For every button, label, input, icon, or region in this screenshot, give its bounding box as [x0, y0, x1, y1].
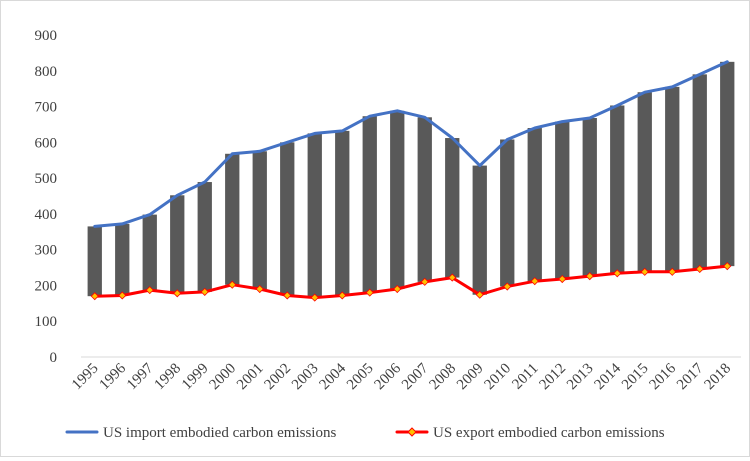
export-point-2000	[228, 280, 237, 289]
export-point-2001	[255, 284, 264, 294]
range-bar-2002	[280, 142, 295, 296]
range-bar-2009	[472, 165, 487, 295]
x-tick-label: 2014	[592, 360, 625, 393]
x-tick-label: 2016	[647, 360, 680, 393]
x-tick-label: 1996	[97, 360, 130, 393]
range-bars	[87, 61, 735, 298]
y-tick-label: 100	[35, 314, 58, 330]
x-tick-label: 1999	[179, 361, 212, 394]
range-bar-2014	[610, 105, 625, 274]
x-tick-label: 2015	[619, 361, 652, 394]
export-point-2011	[530, 277, 539, 286]
range-bar-1995	[87, 226, 102, 297]
y-tick-label: 200	[35, 278, 58, 294]
range-bar-1996	[115, 223, 130, 296]
x-tick-label: 2004	[317, 360, 350, 393]
range-bar-2004	[335, 130, 350, 296]
range-bar-2008	[445, 138, 460, 278]
range-bar-2016	[665, 86, 680, 272]
x-axis: 1995199619971998199920002001200220032004…	[69, 360, 734, 393]
legend-export-label: US export embodied carbon emissions	[433, 425, 665, 441]
export-point-2008	[448, 273, 457, 282]
range-bar-2018	[720, 61, 735, 267]
x-tick-label: 2010	[482, 361, 515, 394]
x-tick-label: 1998	[152, 361, 185, 394]
y-tick-label: 400	[35, 207, 58, 223]
range-bar-2011	[527, 128, 542, 282]
export-point-2014	[613, 269, 622, 278]
legend-import-label: US import embodied carbon emissions	[103, 425, 336, 441]
x-tick-label: 2011	[509, 361, 541, 393]
legend-export-marker	[407, 427, 417, 437]
x-tick-label: 2017	[674, 360, 707, 393]
x-tick-label: 2012	[537, 361, 570, 394]
range-bar-2010	[500, 139, 515, 287]
range-bar-2000	[225, 153, 240, 285]
y-tick-label: 600	[35, 135, 58, 151]
y-axis: 0 100 200 300 400 500 600 700 800 900	[35, 28, 58, 366]
range-bar-2017	[692, 74, 707, 269]
export-point-2012	[558, 274, 567, 284]
range-bar-1999	[197, 182, 212, 292]
x-tick-label: 2008	[427, 361, 460, 394]
series-markers	[90, 262, 732, 302]
y-tick-label: 500	[35, 171, 58, 187]
legend: US import embodied carbon emissions US e…	[65, 425, 665, 441]
export-point-2005	[365, 288, 374, 297]
y-tick-label: 900	[35, 28, 58, 44]
range-bar-2005	[362, 116, 377, 293]
export-point-1995	[90, 292, 99, 301]
range-bar-2012	[555, 121, 570, 280]
x-tick-label: 2002	[262, 361, 295, 394]
export-point-2007	[420, 277, 429, 286]
export-point-2002	[283, 291, 292, 300]
range-bar-2007	[417, 117, 432, 282]
x-tick-label: 2013	[564, 361, 597, 394]
series-line-1	[93, 264, 729, 300]
y-tick-label: 0	[50, 350, 58, 366]
export-point-2003	[310, 293, 319, 302]
x-tick-label: 2007	[399, 360, 432, 393]
x-tick-label: 1995	[69, 361, 102, 394]
x-tick-label: 1997	[124, 360, 157, 393]
export-point-2016	[668, 267, 677, 276]
y-tick-label: 300	[35, 243, 58, 259]
export-point-2010	[503, 282, 512, 291]
range-bar-2015	[637, 92, 652, 272]
range-bar-2013	[582, 118, 597, 277]
range-bar-2006	[390, 110, 405, 290]
export-point-1998	[173, 289, 182, 298]
export-point-2015	[640, 267, 649, 276]
export-point-2004	[338, 291, 347, 300]
range-bar-2001	[252, 151, 267, 290]
x-tick-label: 2003	[289, 361, 322, 394]
y-tick-label: 700	[35, 100, 58, 116]
export-point-2013	[585, 272, 594, 281]
export-point-2017	[695, 264, 704, 274]
x-tick-label: 2006	[372, 360, 405, 393]
range-bar-1998	[170, 195, 185, 294]
export-point-2006	[393, 284, 402, 294]
range-bar-1997	[142, 214, 157, 291]
x-tick-label: 2009	[454, 361, 487, 394]
y-tick-label: 800	[35, 64, 58, 80]
x-tick-label: 2000	[207, 361, 240, 394]
range-bar-2003	[307, 133, 322, 298]
export-point-1996	[118, 291, 127, 300]
export-point-2018	[723, 262, 732, 271]
x-tick-label: 2018	[702, 361, 735, 394]
x-tick-label: 2001	[234, 361, 267, 394]
series-line-0	[93, 60, 729, 228]
export-point-2009	[475, 290, 484, 299]
x-tick-label: 2005	[344, 361, 377, 394]
export-point-1999	[200, 287, 209, 296]
export-point-1997	[145, 286, 154, 295]
series-lines	[93, 60, 729, 300]
